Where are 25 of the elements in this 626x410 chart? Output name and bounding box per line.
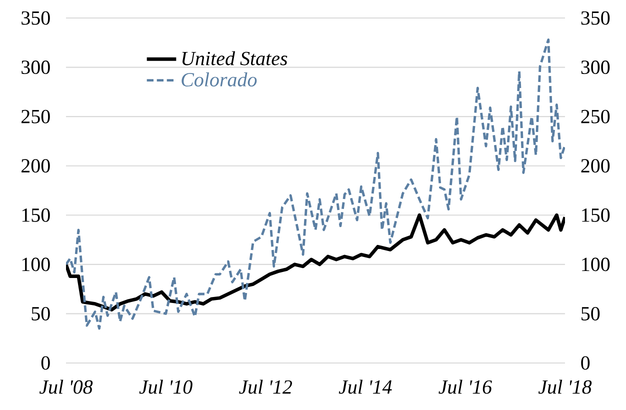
legend-label: United States <box>182 51 288 66</box>
x-tick-label: Jul '16 <box>438 380 492 394</box>
y-tick-label: 250 <box>22 110 50 124</box>
y-tick-label: 0 <box>41 356 50 370</box>
y2-tick-label: 300 <box>581 60 610 74</box>
y-tick-label: 50 <box>32 306 50 320</box>
y2-tick-label: 150 <box>582 208 610 222</box>
y2-tick-label: 350 <box>581 11 610 25</box>
y-tick-label: 150 <box>22 208 50 222</box>
y-tick-label: 300 <box>22 60 50 74</box>
y-tick-label: 200 <box>22 159 50 173</box>
x-tick-label: Jul '14 <box>338 380 392 394</box>
x-tick-label: Jul '12 <box>239 380 292 394</box>
x-tick-label: Jul '10 <box>139 380 192 394</box>
y2-tick-label: 0 <box>581 356 590 370</box>
y-tick-label: 100 <box>22 258 50 272</box>
y-tick-label: 350 <box>22 11 50 25</box>
legend-label: Colorado <box>182 72 257 86</box>
x-tick-label: Jul '18 <box>538 380 592 394</box>
x-tick-label: Jul '08 <box>39 380 93 394</box>
y2-tick-label: 200 <box>581 159 610 173</box>
y2-tick-label: 50 <box>582 306 600 320</box>
line-series <box>66 38 565 330</box>
y2-tick-label: 100 <box>582 258 610 272</box>
y2-tick-label: 250 <box>581 110 610 124</box>
